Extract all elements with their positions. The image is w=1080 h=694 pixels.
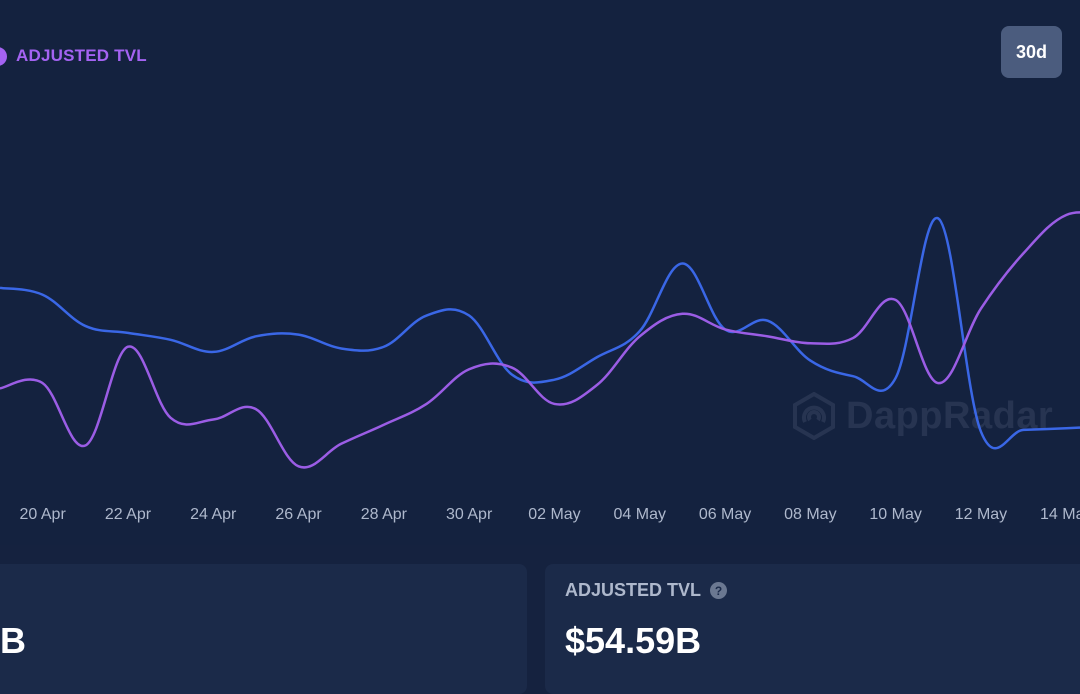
x-tick-label: 10 May [869, 506, 921, 523]
watermark-text: DappRadar [846, 394, 1054, 437]
tvl-line-chart: 20 Apr 22 Apr 24 Apr 26 Apr 28 Apr 30 Apr 02 M… [0, 211, 1080, 523]
adjusted-tvl-card-value: $54.59B [565, 620, 702, 661]
x-tick-label: 28 Apr [361, 506, 408, 523]
x-tick-label: 02 May [528, 506, 580, 523]
adjusted-tvl-card-title-text: ADJUSTED TVL [565, 580, 702, 600]
adjusted-tvl-card: ADJUSTED TVL ? $54.59B [545, 564, 1080, 694]
chart-legend[interactable]: ADJUSTED TVL [0, 46, 147, 66]
x-tick-label: 04 May [614, 506, 666, 523]
help-question-icon[interactable]: ? [710, 582, 728, 599]
x-tick-label: 12 May [955, 506, 1007, 523]
x-tick-label: 24 Apr [190, 506, 237, 523]
x-tick-label: 20 Apr [20, 506, 67, 523]
x-tick-label: 22 Apr [105, 506, 152, 523]
tvl-series-line [0, 217, 1080, 450]
x-tick-label: 14 May [1040, 506, 1080, 523]
chart-panel: ADJUSTED TVL 30d DappRadar 20 Apr 22 Apr 2… [0, 26, 1080, 523]
tvl-card: 6B [0, 564, 527, 694]
tvl-card-value: 6B [0, 620, 27, 661]
adjusted-tvl-series-line [0, 211, 1080, 469]
x-tick-label: 30 Apr [446, 506, 493, 523]
dappradar-watermark: DappRadar [790, 392, 1053, 440]
dappradar-logo-icon [793, 392, 835, 440]
range-30d-button[interactable]: 30d [1001, 26, 1062, 78]
legend-adjusted-tvl-label: ADJUSTED TVL [16, 46, 147, 65]
x-tick-label: 06 May [699, 506, 751, 523]
x-tick-label: 26 Apr [275, 506, 322, 523]
adjusted-tvl-card-title: ADJUSTED TVL ? [565, 580, 728, 601]
legend-adjusted-tvl-dot-icon [0, 46, 7, 66]
x-tick-label: 08 May [784, 506, 836, 523]
